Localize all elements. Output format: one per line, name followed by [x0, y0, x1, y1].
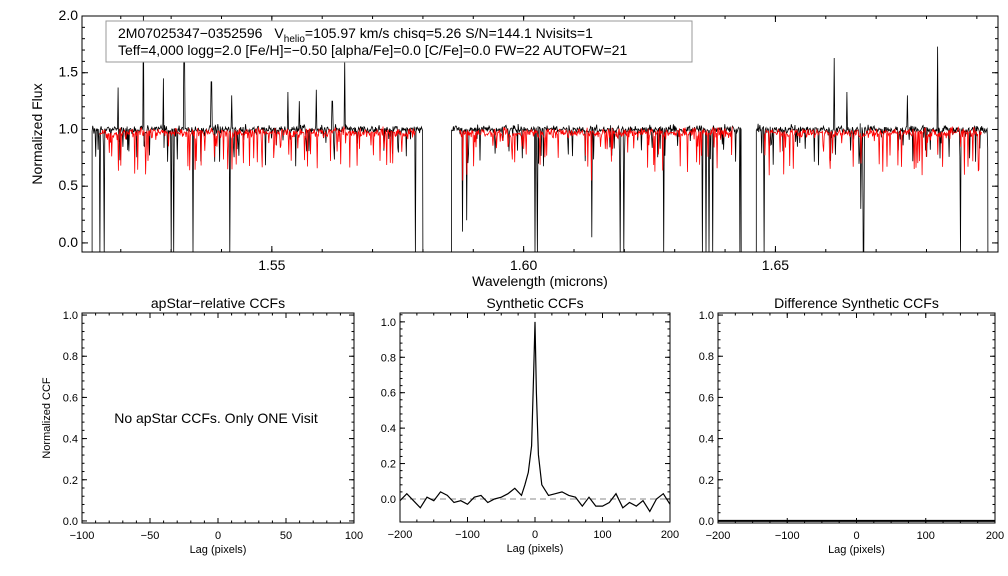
info-box-frame	[105, 20, 693, 63]
x-tick-label: 100	[917, 530, 935, 542]
x-tick-label: 1.55	[258, 257, 285, 273]
x-tick-label: 0	[532, 529, 538, 541]
y-axis-label: Normalized CCF	[41, 377, 53, 459]
y-tick-label: 1.0	[63, 310, 78, 322]
plot-frame	[81, 15, 999, 253]
x-tick-label: 0	[853, 530, 859, 542]
x-axis-label: Lag (pixels)	[828, 544, 885, 556]
x-tick-label: −50	[141, 530, 160, 542]
y-tick-label: 0.4	[63, 434, 78, 446]
vhelio-value-stats: =105.97 km/s chisq=5.26 S/N=144.1 Nvisit…	[305, 25, 593, 41]
y-tick-label: 0.2	[381, 459, 396, 471]
x-tick-label: 50	[280, 530, 292, 542]
x-tick-label: −100	[775, 530, 800, 542]
y-tick-label: 0.6	[63, 392, 78, 404]
y-tick-label: 0.0	[63, 516, 78, 528]
observed-spectrum-line	[755, 46, 989, 252]
x-axis-label: Lag (pixels)	[190, 544, 247, 556]
vhelio-subscript: helio	[284, 34, 306, 45]
x-axis-label: Wavelength (microns)	[472, 273, 608, 289]
y-tick-label: 1.0	[59, 120, 79, 136]
x-tick-label: −200	[388, 529, 413, 541]
y-tick-label: 1.0	[699, 310, 714, 322]
star-id: 2M07025347−0352596	[118, 25, 263, 41]
y-tick-label: 0.8	[699, 351, 714, 363]
vhelio-symbol: V	[274, 25, 284, 41]
x-tick-label: 1.65	[762, 257, 789, 273]
y-tick-label: 1.0	[381, 317, 396, 329]
panel-title: Synthetic CCFs	[486, 295, 583, 311]
y-tick-label: 0.4	[381, 423, 396, 435]
info-line-1: 2M07025347−0352596 Vhelio=105.97 km/s chi…	[118, 25, 593, 45]
plot-frame	[717, 312, 996, 524]
x-tick-label: −100	[70, 530, 95, 542]
y-tick-label: 0.5	[59, 177, 79, 193]
x-tick-label: 1.60	[510, 257, 537, 273]
info-box: 2M07025347−0352596 Vhelio=105.97 km/s chi…	[105, 20, 693, 63]
y-tick-label: 1.5	[59, 64, 79, 80]
y-tick-label: 0.0	[699, 516, 714, 528]
no-ccf-annotation: No apStar CCFs. Only ONE Visit	[114, 410, 318, 426]
panel-title: apStar−relative CCFs	[151, 295, 285, 311]
model-spectrum-line	[763, 126, 983, 176]
info-line-2: Teff=4,000 logg=2.0 [Fe/H]=−0.50 [alpha/…	[118, 42, 627, 58]
spectrum-lines	[91, 16, 989, 252]
x-tick-label: −100	[455, 529, 480, 541]
x-tick-label: 100	[593, 529, 611, 541]
x-tick-label: 200	[661, 529, 679, 541]
y-tick-label: 0.8	[381, 352, 396, 364]
y-tick-label: 0.2	[699, 475, 714, 487]
model-spectrum-line	[99, 125, 416, 175]
x-tick-label: 0	[215, 530, 221, 542]
y-tick-label: 0.6	[699, 392, 714, 404]
x-axis-label: Lag (pixels)	[507, 543, 564, 555]
y-tick-label: 0.0	[59, 234, 79, 250]
x-tick-label: 200	[986, 530, 1004, 542]
y-tick-label: 2.0	[59, 7, 79, 23]
y-axis-label: Normalized Flux	[29, 83, 45, 184]
x-tick-label: 100	[345, 530, 363, 542]
y-tick-label: 0.0	[381, 494, 396, 506]
y-tick-label: 0.2	[63, 475, 78, 487]
y-tick-label: 0.6	[381, 388, 396, 400]
y-tick-label: 0.4	[699, 434, 714, 446]
y-tick-label: 0.8	[63, 351, 78, 363]
model-spectrum-line	[459, 126, 733, 181]
synthetic-ccf-line	[399, 321, 671, 513]
panel-title: Difference Synthetic CCFs	[774, 295, 939, 311]
x-tick-label: −200	[706, 530, 731, 542]
